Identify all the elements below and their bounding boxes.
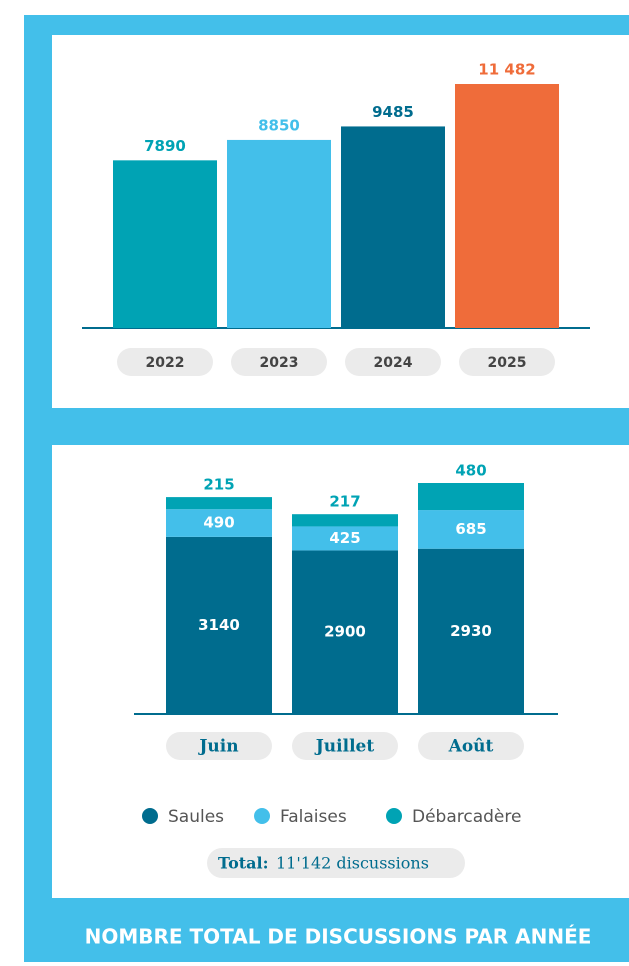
data-label: 9485 — [372, 103, 414, 121]
legend-swatch — [386, 808, 402, 824]
data-label: 425 — [329, 529, 360, 547]
legend-label: Saules — [168, 807, 224, 827]
category-pill — [166, 732, 272, 760]
x-tick-label: 2025 — [488, 355, 527, 371]
legend-label: Débarcadère — [412, 807, 521, 827]
bar-segment — [418, 510, 524, 549]
bar-segment — [418, 548, 524, 714]
x-tick-label: Juin — [197, 737, 238, 757]
data-label: 490 — [203, 514, 234, 532]
bar-segment — [166, 509, 272, 537]
category-pill — [117, 348, 213, 376]
bar — [341, 126, 445, 328]
legend-swatch — [142, 808, 158, 824]
bar — [455, 84, 559, 328]
category-pill — [345, 348, 441, 376]
x-tick-label: Août — [448, 737, 494, 757]
data-label: 217 — [329, 493, 360, 511]
total-label: Total: — [218, 854, 268, 873]
bar-segment — [292, 550, 398, 714]
category-pill — [231, 348, 327, 376]
data-label: 2930 — [450, 622, 492, 640]
legend-label: Falaises — [280, 807, 347, 827]
data-label: 11 482 — [478, 61, 535, 79]
data-label: 8850 — [258, 116, 300, 134]
total-pill — [207, 848, 465, 878]
bar-segment — [418, 483, 524, 511]
data-label: 685 — [455, 520, 486, 538]
x-tick-label: 2022 — [146, 355, 185, 371]
x-tick-label: Juillet — [314, 737, 375, 757]
bar-segment — [292, 514, 398, 527]
data-label: 3140 — [198, 616, 240, 634]
data-label: 480 — [455, 462, 486, 480]
bar-segment — [166, 536, 272, 714]
category-pill — [418, 732, 524, 760]
category-pill — [292, 732, 398, 760]
bar-segment — [292, 526, 398, 551]
x-tick-label: 2023 — [260, 355, 299, 371]
x-tick-label: 2024 — [374, 355, 413, 371]
legend-swatch — [254, 808, 270, 824]
footer-title: NOMBRE TOTAL DE DISCUSSIONS PAR ANNÉE — [85, 925, 592, 949]
category-pill — [459, 348, 555, 376]
bar — [227, 139, 331, 328]
data-label: 7890 — [144, 137, 186, 155]
total-text: 11'142 discussions — [276, 854, 429, 873]
data-label: 2900 — [324, 623, 366, 641]
data-label: 215 — [203, 476, 234, 494]
bar — [113, 160, 217, 328]
bar-segment — [166, 497, 272, 510]
